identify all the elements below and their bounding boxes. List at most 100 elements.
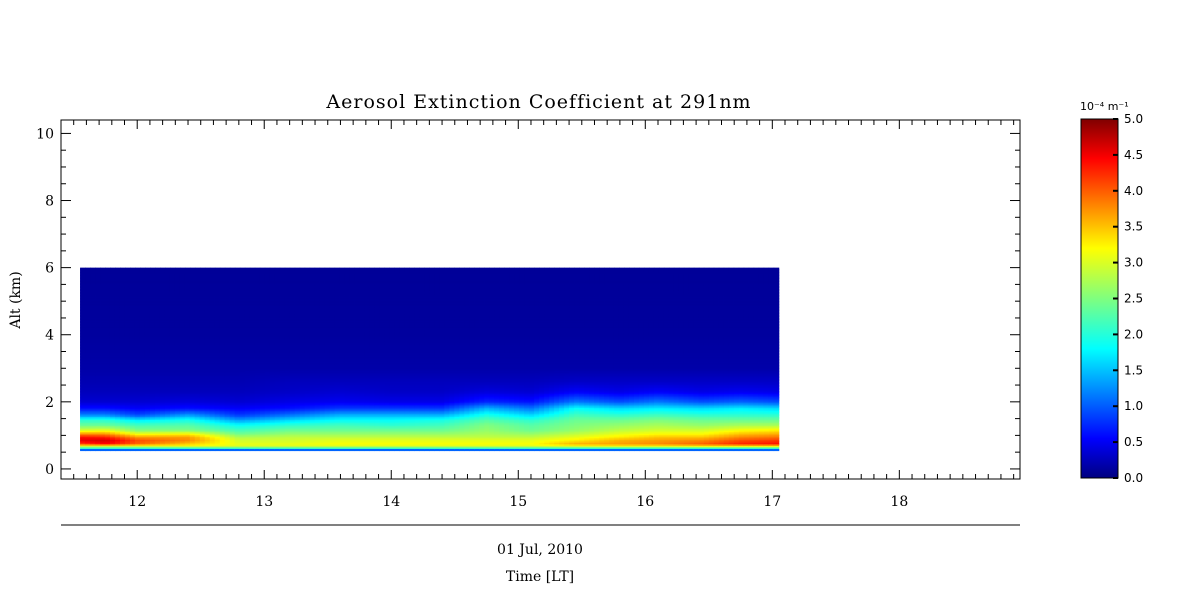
heatmap-cell xyxy=(124,299,131,302)
heatmap-cell xyxy=(164,328,171,331)
heatmap-cell xyxy=(239,441,246,444)
heatmap-cell xyxy=(134,301,141,304)
heatmap-cell xyxy=(194,343,201,346)
heatmap-cell xyxy=(109,316,116,319)
heatmap-cell xyxy=(139,435,146,438)
heatmap-cell xyxy=(144,447,151,450)
heatmap-cell xyxy=(224,279,231,282)
heatmap-cell xyxy=(124,296,131,299)
heatmap-cell xyxy=(105,403,111,406)
heatmap-cell xyxy=(204,418,211,421)
heatmap-cell xyxy=(119,406,126,409)
heatmap-cell xyxy=(184,279,191,282)
heatmap-cell xyxy=(184,288,191,292)
heatmap-cell xyxy=(189,301,196,304)
heatmap-cell xyxy=(224,324,231,327)
heatmap-cell xyxy=(174,352,181,356)
heatmap-cell xyxy=(194,403,201,406)
heatmap-cell xyxy=(149,349,156,353)
heatmap-cell xyxy=(214,377,221,380)
heatmap-cell xyxy=(239,369,246,372)
heatmap-cell xyxy=(209,430,216,433)
heatmap-cell xyxy=(159,360,166,363)
heatmap-cell xyxy=(179,299,186,302)
heatmap-cell xyxy=(189,313,196,316)
heatmap-cell xyxy=(194,391,201,394)
heatmap-cell xyxy=(174,423,181,426)
heatmap-cell xyxy=(159,436,166,439)
heatmap-cell xyxy=(209,412,216,415)
heatmap-cell xyxy=(239,407,246,410)
heatmap-cell xyxy=(114,292,121,295)
heatmap-cell xyxy=(90,392,96,395)
heatmap-cell xyxy=(109,430,116,433)
heatmap-cell xyxy=(114,363,121,366)
heatmap-cell xyxy=(184,342,191,345)
heatmap-cell xyxy=(95,336,101,339)
heatmap-cell xyxy=(129,374,136,377)
heatmap-cell xyxy=(184,401,191,404)
heatmap-cell xyxy=(219,320,226,324)
heatmap-cell xyxy=(219,296,226,299)
heatmap-cell xyxy=(154,304,161,307)
heatmap-cell xyxy=(224,288,231,292)
heatmap-cell xyxy=(124,369,131,372)
heatmap-cell xyxy=(149,348,156,351)
heatmap-cell xyxy=(184,310,191,313)
heatmap-cell xyxy=(144,316,151,319)
heatmap-cell xyxy=(199,272,206,275)
heatmap-cell xyxy=(119,285,126,289)
heatmap-cell xyxy=(199,299,206,302)
heatmap-cell xyxy=(214,380,221,383)
heatmap-cell xyxy=(229,282,236,285)
heatmap-cell xyxy=(129,448,136,452)
heatmap-cell xyxy=(174,378,181,381)
heatmap-cell xyxy=(234,378,241,381)
heatmap-cell xyxy=(234,357,241,360)
heatmap-cell xyxy=(159,343,166,346)
heatmap-cell xyxy=(154,348,161,351)
heatmap-cell xyxy=(100,435,106,438)
heatmap-cell xyxy=(184,421,191,424)
heatmap-cell xyxy=(159,301,166,304)
heatmap-cell xyxy=(204,415,211,418)
heatmap-cell xyxy=(229,412,236,415)
heatmap-cell xyxy=(144,380,151,383)
heatmap-cell xyxy=(234,322,241,325)
heatmap-cell xyxy=(85,320,91,324)
heatmap-cell xyxy=(239,362,246,365)
heatmap-cell xyxy=(144,272,151,275)
heatmap-cell xyxy=(129,365,136,368)
heatmap-cell xyxy=(224,282,231,285)
heatmap-cell xyxy=(100,388,106,391)
heatmap-cell xyxy=(204,292,211,295)
heatmap-cell xyxy=(144,279,151,282)
heatmap-cell xyxy=(159,269,166,272)
heatmap-cell xyxy=(184,423,191,426)
heatmap-cell xyxy=(169,360,176,363)
heatmap-cell xyxy=(114,406,121,409)
heatmap-cell xyxy=(154,295,161,298)
heatmap-cell xyxy=(149,424,156,427)
heatmap-cell xyxy=(209,409,216,412)
heatmap-cell xyxy=(224,436,231,439)
heatmap-cell xyxy=(154,386,161,389)
heatmap-cell xyxy=(109,339,116,342)
heatmap-cell xyxy=(214,278,221,281)
heatmap-cell xyxy=(184,276,191,279)
heatmap-cell xyxy=(174,420,181,423)
heatmap-cell xyxy=(204,378,211,381)
heatmap-cell xyxy=(109,421,116,424)
heatmap-cell xyxy=(144,416,151,420)
heatmap-cell xyxy=(114,389,121,392)
heatmap-cell xyxy=(100,313,106,316)
heatmap-cell xyxy=(154,336,161,339)
heatmap-cell xyxy=(184,420,191,423)
heatmap-cell xyxy=(169,383,176,386)
heatmap-cell xyxy=(149,366,156,369)
heatmap-cell xyxy=(119,305,126,308)
heatmap-cell xyxy=(199,406,206,409)
heatmap-cell xyxy=(189,444,196,447)
heatmap-cell xyxy=(164,371,171,374)
heatmap-cell xyxy=(159,316,166,319)
